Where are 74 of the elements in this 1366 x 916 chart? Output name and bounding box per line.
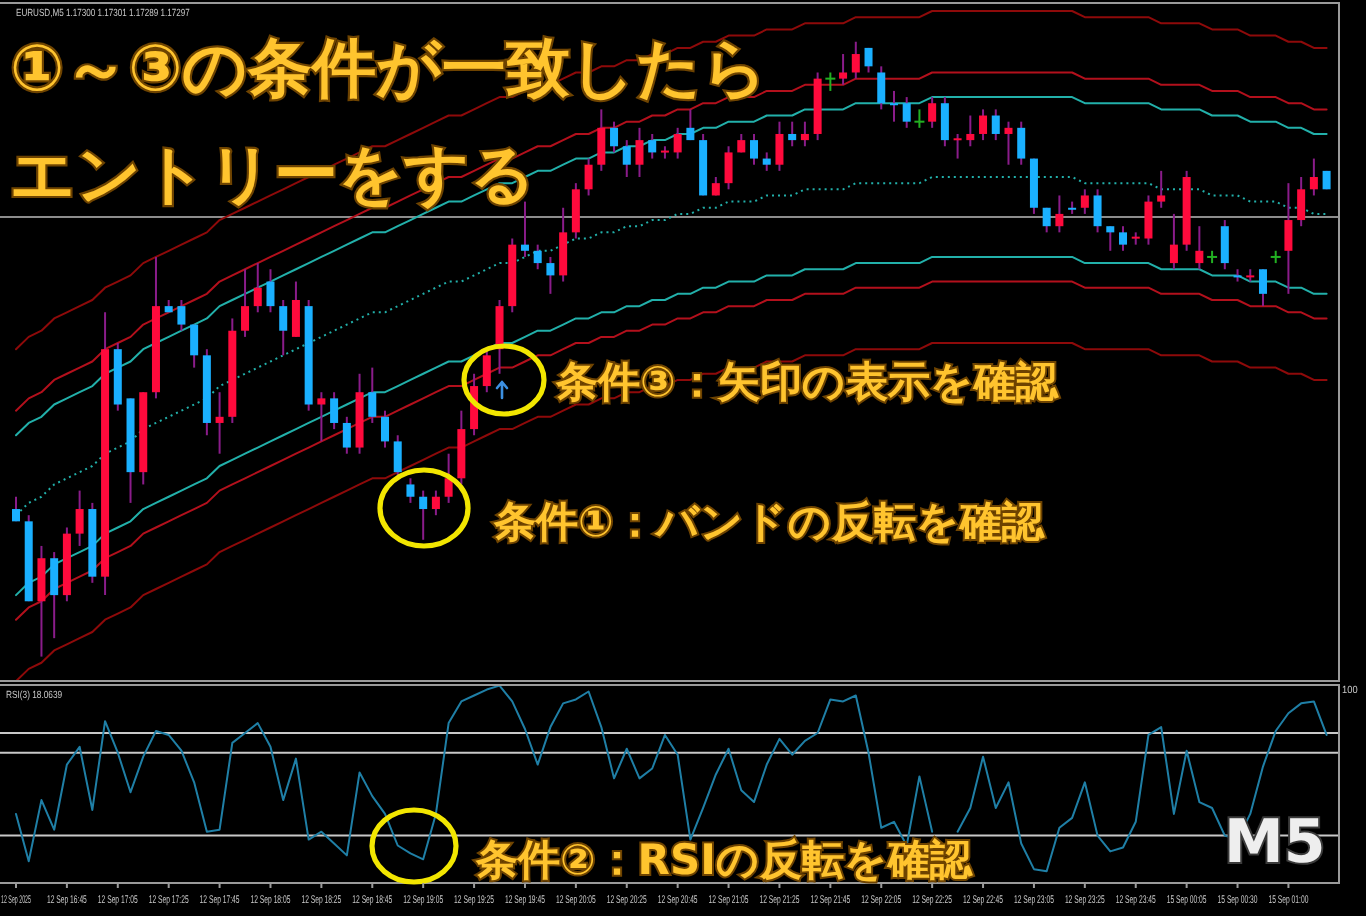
candlestick [1106, 225, 1115, 252]
candlestick [686, 108, 695, 142]
candlestick [12, 495, 20, 523]
candlestick [75, 489, 84, 547]
candlestick [190, 323, 199, 369]
candlestick [889, 89, 898, 123]
candlestick [584, 157, 593, 197]
candlestick [330, 391, 339, 431]
candlestick [800, 120, 809, 148]
candlestick [1144, 194, 1153, 246]
candlestick [317, 391, 326, 443]
candlestick [1284, 182, 1293, 295]
candlestick [635, 126, 644, 179]
candlestick [1093, 188, 1102, 234]
candlestick [444, 452, 453, 504]
candlestick [825, 71, 836, 92]
candlestick [1017, 120, 1026, 166]
candlestick [851, 40, 860, 80]
candlestick [762, 151, 771, 172]
candlestick [215, 391, 224, 455]
candlestick [1258, 268, 1267, 308]
candlestick [1169, 212, 1178, 271]
candlestick [750, 132, 759, 166]
candlestick [546, 255, 555, 295]
candlestick [482, 348, 491, 394]
candlestick [1080, 188, 1089, 215]
candlestick [559, 206, 568, 283]
candlestick [673, 126, 682, 160]
candlestick [1055, 194, 1064, 234]
candlestick [914, 108, 925, 129]
candlestick [406, 477, 415, 504]
candlestick [431, 489, 440, 517]
candlestick [1309, 157, 1318, 197]
candlestick [1195, 225, 1204, 271]
candlestick [953, 132, 962, 160]
candlestick [37, 544, 46, 658]
candlestick [253, 262, 262, 314]
candlestick [177, 298, 186, 332]
candlestick [966, 114, 975, 148]
candlestick [839, 53, 848, 86]
candlestick [622, 139, 631, 179]
candlestick [533, 243, 542, 271]
candlestick [266, 268, 275, 314]
candlestick [877, 65, 886, 111]
candlestick [788, 120, 797, 148]
candlestick [864, 46, 873, 74]
candlestick [393, 434, 402, 480]
candlestick [571, 182, 580, 240]
candlestick [928, 96, 937, 129]
candlestick [1119, 225, 1128, 252]
candlestick [1004, 120, 1013, 166]
candlestick [940, 96, 949, 148]
candlestick [979, 108, 988, 142]
candlestick [381, 409, 389, 449]
candlestick [1157, 169, 1166, 209]
candlestick [648, 132, 657, 160]
candlestick [724, 145, 733, 191]
candlestick [50, 551, 59, 640]
candlestick [241, 268, 250, 338]
candlestick [291, 280, 300, 338]
candlestick [991, 108, 1000, 142]
candlestick [279, 298, 288, 357]
candlestick [1220, 219, 1229, 271]
candlestick [902, 96, 911, 129]
candlestick [1297, 176, 1306, 228]
candlestick [775, 120, 784, 172]
candlestick [610, 120, 619, 154]
candlestick [1042, 206, 1051, 234]
candlestick [368, 366, 377, 424]
candlestick [597, 108, 606, 172]
annotation: 条件①：バンドの反転を確認 [492, 498, 1046, 546]
annotation: 条件②：RSIの反転を確認 [474, 836, 974, 884]
candlestick [419, 489, 428, 541]
candlestick [342, 415, 351, 455]
